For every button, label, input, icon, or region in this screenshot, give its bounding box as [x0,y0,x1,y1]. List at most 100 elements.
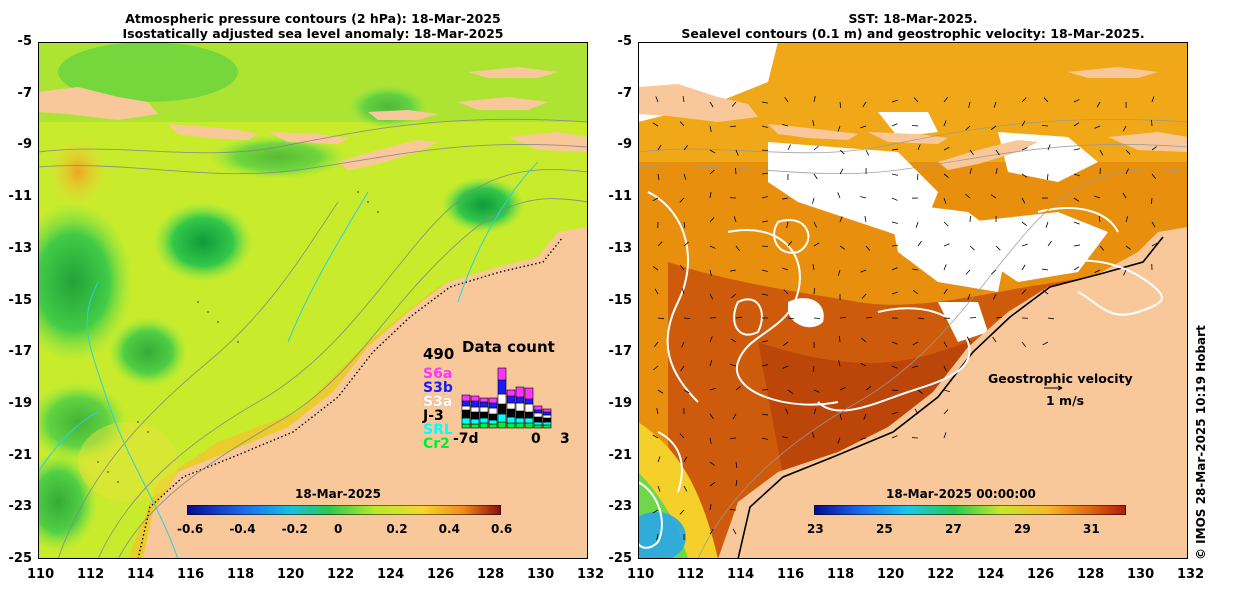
left-title-line1: Atmospheric pressure contours (2 hPa): 1… [125,11,501,26]
velocity-arrow [709,125,712,132]
velocity-arrow [1021,341,1026,347]
velocity-arrow [813,145,819,151]
velocity-arrow [679,433,685,439]
x-tick-label: 116 [177,567,205,582]
velocity-arrow [652,122,659,127]
velocity-arrow [709,101,714,108]
y-tick-label: -15 [8,292,33,308]
velocity-arrow [729,437,737,439]
x-tick-label: 116 [777,567,805,582]
histogram-bar-segment [506,408,516,418]
velocity-arrow [1123,269,1127,276]
colorbar-tick-label: 0 [334,522,343,536]
velocity-arrow [1094,125,1101,129]
velocity-arrow [943,389,950,392]
velocity-arrow [735,316,742,319]
velocity-arrow [787,389,794,394]
velocity-scale-label: 1 m/s [1046,393,1085,408]
mission-label-s6a: S6a [423,366,453,382]
velocity-arrow [813,173,818,180]
velocity-arrow [891,267,898,271]
velocity-arrow [652,197,659,202]
velocity-arrow [709,192,712,199]
velocity-arrow [864,216,867,223]
velocity-arrow [891,389,899,391]
colorbar-tick-label: 25 [876,522,893,536]
left-colorbar [187,505,501,515]
x-tick-label: 118 [827,567,855,582]
histogram-bar-segment [497,393,507,405]
velocity-arrow [683,241,689,247]
histogram-bar-segment [515,410,525,419]
velocity-arrow [813,221,817,228]
velocity-arrow [965,193,971,199]
velocity-arrow [1150,197,1153,205]
histogram-bar-segment [461,409,471,419]
velocity-arrow [838,360,841,367]
histogram-bar-segment [524,387,534,400]
y-tick-label: -19 [8,395,33,411]
velocity-arrow [656,533,659,540]
velocity-arrow [730,363,737,367]
velocity-arrow [839,101,842,109]
velocity-arrow [891,435,898,439]
histogram-bar-segment [524,403,534,413]
velocity-arrow [1047,317,1054,320]
velocity-arrow [966,336,971,343]
histogram-bar-segment [461,394,471,402]
velocity-arrow [735,480,738,487]
velocity-arrow [787,241,793,247]
histogram-bar-segment [533,412,543,418]
velocity-arrow [969,168,972,175]
x-tick-label: 122 [327,567,355,582]
velocity-arrow [709,149,716,154]
velocity-arrow [657,144,662,151]
velocity-arrow [891,99,898,103]
y-tick-label: -23 [608,499,633,515]
x-tick-label: 122 [927,567,955,582]
histogram-bar-segment [497,413,507,423]
velocity-arrow [683,456,688,463]
velocity-arrow [860,362,867,367]
velocity-arrow [761,413,768,416]
velocity-arrow [761,437,768,440]
velocity-arrow [916,173,919,181]
velocity-arrow [1021,97,1027,103]
velocity-arrow [1098,216,1101,223]
velocity-arrow [839,245,846,250]
velocity-arrow [915,221,919,228]
velocity-arrow [865,245,871,251]
velocity-arrow [787,144,791,151]
velocity-arrow [943,341,948,348]
x-tick-label: 130 [527,567,555,582]
histogram-bar-segment [515,386,525,398]
histogram-bar-segment [479,401,489,408]
mission-label-j-3: J-3 [423,408,444,424]
mission-label-s3b: S3b [423,380,453,396]
velocity-arrow [943,221,949,227]
x-tick-label: 128 [477,567,505,582]
velocity-arrow [709,336,713,343]
velocity-arrow [943,264,947,271]
inset-xlabel-zero: 0 [531,431,541,447]
velocity-arrow [891,291,898,295]
mission-label-s3a: S3a [423,394,453,410]
velocity-arrow [891,221,898,224]
velocity-arrow [1021,264,1026,271]
y-tick-label: -11 [608,189,633,205]
velocity-arrow [652,266,659,271]
velocity-arrow [731,293,737,299]
velocity-arrow [813,242,820,247]
histogram-bar-segment [488,419,498,425]
velocity-arrow [729,125,737,128]
velocity-arrow [991,269,997,275]
velocity-arrow [943,243,950,247]
velocity-arrow [969,245,975,251]
histogram-bar-segment [497,379,507,395]
y-tick-label: -9 [17,137,32,153]
y-tick-label: -21 [8,447,33,463]
velocity-arrow [761,125,768,128]
velocity-arrow [968,101,971,108]
velocity-arrow [731,101,737,107]
velocity-arrow [839,216,843,223]
